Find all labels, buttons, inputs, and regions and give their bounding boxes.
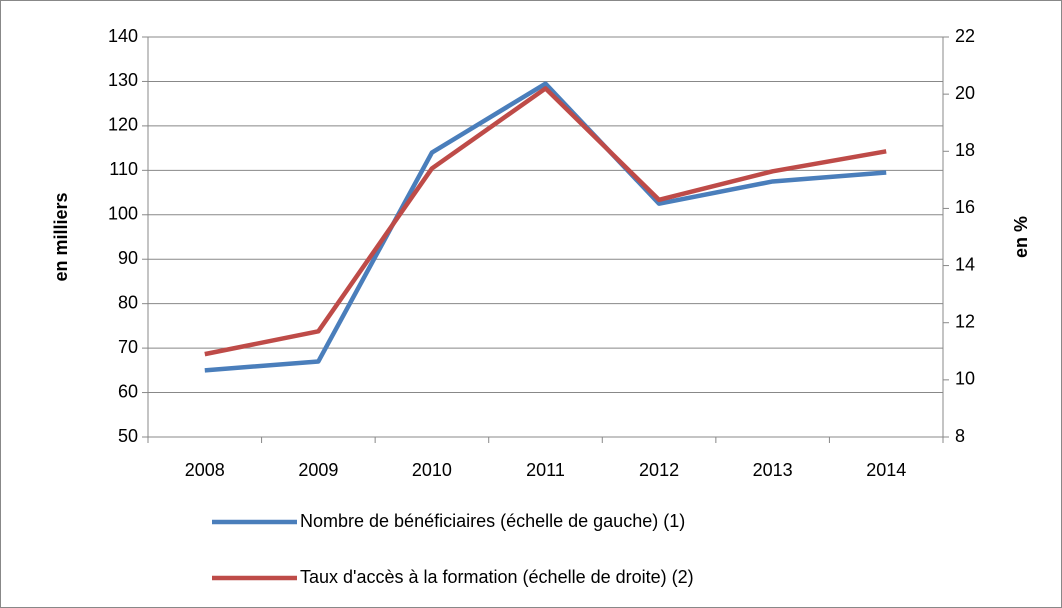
y2-tick-label: 16 bbox=[955, 197, 975, 217]
y2-tick-label: 14 bbox=[955, 254, 975, 274]
y-tick-label: 130 bbox=[108, 70, 138, 90]
legend-label: Nombre de bénéficiaires (échelle de gauc… bbox=[300, 511, 685, 531]
data-line bbox=[204, 81, 887, 373]
y2-tick-label: 10 bbox=[955, 369, 975, 389]
y-tick-label: 90 bbox=[118, 248, 138, 268]
x-tick-label: 2014 bbox=[866, 460, 906, 480]
y2-tick-label: 8 bbox=[955, 426, 965, 446]
y2-tick-label: 12 bbox=[955, 311, 975, 331]
x-tick-label: 2012 bbox=[639, 460, 679, 480]
legend-label: Taux d'accès à la formation (échelle de … bbox=[300, 567, 694, 587]
x-tick-label: 2011 bbox=[526, 460, 565, 480]
x-tick-label: 2009 bbox=[298, 460, 338, 480]
y-tick-label: 70 bbox=[118, 337, 138, 357]
x-tick-label: 2008 bbox=[185, 460, 225, 480]
y-tick-label: 140 bbox=[108, 26, 138, 46]
y-tick-label: 60 bbox=[118, 381, 138, 401]
y-tick-label: 80 bbox=[118, 292, 138, 312]
x-tick-label: 2010 bbox=[412, 460, 452, 480]
y-axis-label: en milliers bbox=[51, 192, 71, 281]
y-tick-label: 110 bbox=[109, 159, 138, 179]
y-tick-label: 50 bbox=[118, 426, 138, 446]
y2-axis-label: en % bbox=[1011, 216, 1031, 258]
y2-tick-label: 18 bbox=[955, 140, 975, 160]
y-tick-label: 100 bbox=[108, 204, 138, 224]
y-tick-label: 120 bbox=[108, 115, 138, 135]
y2-tick-label: 20 bbox=[955, 83, 975, 103]
y2-tick-label: 22 bbox=[955, 26, 975, 46]
x-tick-label: 2013 bbox=[753, 460, 793, 480]
data-line bbox=[204, 86, 887, 357]
